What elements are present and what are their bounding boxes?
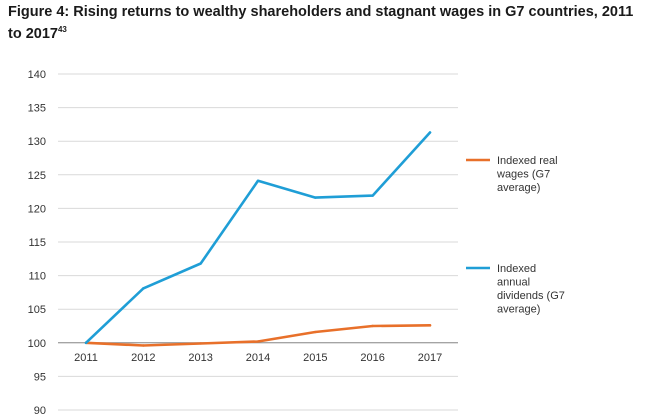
legend-label: Indexed real [497, 155, 558, 167]
data-point [371, 194, 374, 197]
data-point [84, 341, 88, 344]
legend-label: average) [497, 182, 540, 194]
y-tick-label: 120 [28, 203, 46, 215]
y-axis-ticks: 140 135 130 125 120 115 110 105 100 95 90 [28, 69, 46, 417]
x-tick-label: 2011 [74, 352, 98, 364]
chart-title: Figure 4: Rising returns to wealthy shar… [8, 4, 648, 43]
legend-label: wages (G7 [496, 169, 550, 181]
legend-label: annual [497, 277, 530, 289]
data-point [199, 342, 202, 345]
data-point [428, 324, 432, 327]
y-tick-label: 90 [34, 405, 46, 417]
y-tick-label: 125 [28, 170, 46, 182]
y-tick-label: 135 [28, 103, 46, 115]
y-tick-label: 130 [28, 136, 46, 148]
data-point [314, 196, 317, 199]
series-line-dividends [84, 131, 432, 345]
data-point [142, 344, 145, 347]
data-point [256, 179, 260, 183]
legend-label: dividends (G7 [497, 290, 565, 302]
y-tick-label: 100 [28, 338, 46, 350]
x-tick-label: 2012 [131, 352, 155, 364]
y-tick-label: 105 [28, 304, 46, 316]
y-tick-label: 140 [28, 69, 46, 81]
series-lines [84, 131, 432, 347]
legend-label: average) [497, 304, 540, 316]
x-axis: 2011 2012 2013 2014 2015 2016 2017 [58, 342, 458, 364]
x-tick-label: 2015 [303, 352, 327, 364]
x-tick-label: 2016 [360, 352, 384, 364]
x-tick-label: 2013 [188, 352, 212, 364]
x-tick-label: 2014 [246, 352, 270, 364]
data-point [256, 340, 260, 343]
legend-label: Indexed [497, 263, 536, 275]
data-point [142, 287, 145, 290]
data-point [314, 330, 317, 334]
data-point [428, 131, 432, 134]
y-tick-label: 110 [28, 271, 46, 283]
data-point [199, 262, 202, 265]
title-footnote-ref: 43 [57, 25, 67, 34]
chart-title-text: Figure 4: Rising returns to wealthy shar… [8, 4, 634, 42]
y-tick-label: 95 [34, 371, 46, 383]
x-tick-label: 2017 [418, 352, 442, 364]
y-tick-label: 115 [28, 237, 46, 249]
data-point [371, 324, 374, 328]
